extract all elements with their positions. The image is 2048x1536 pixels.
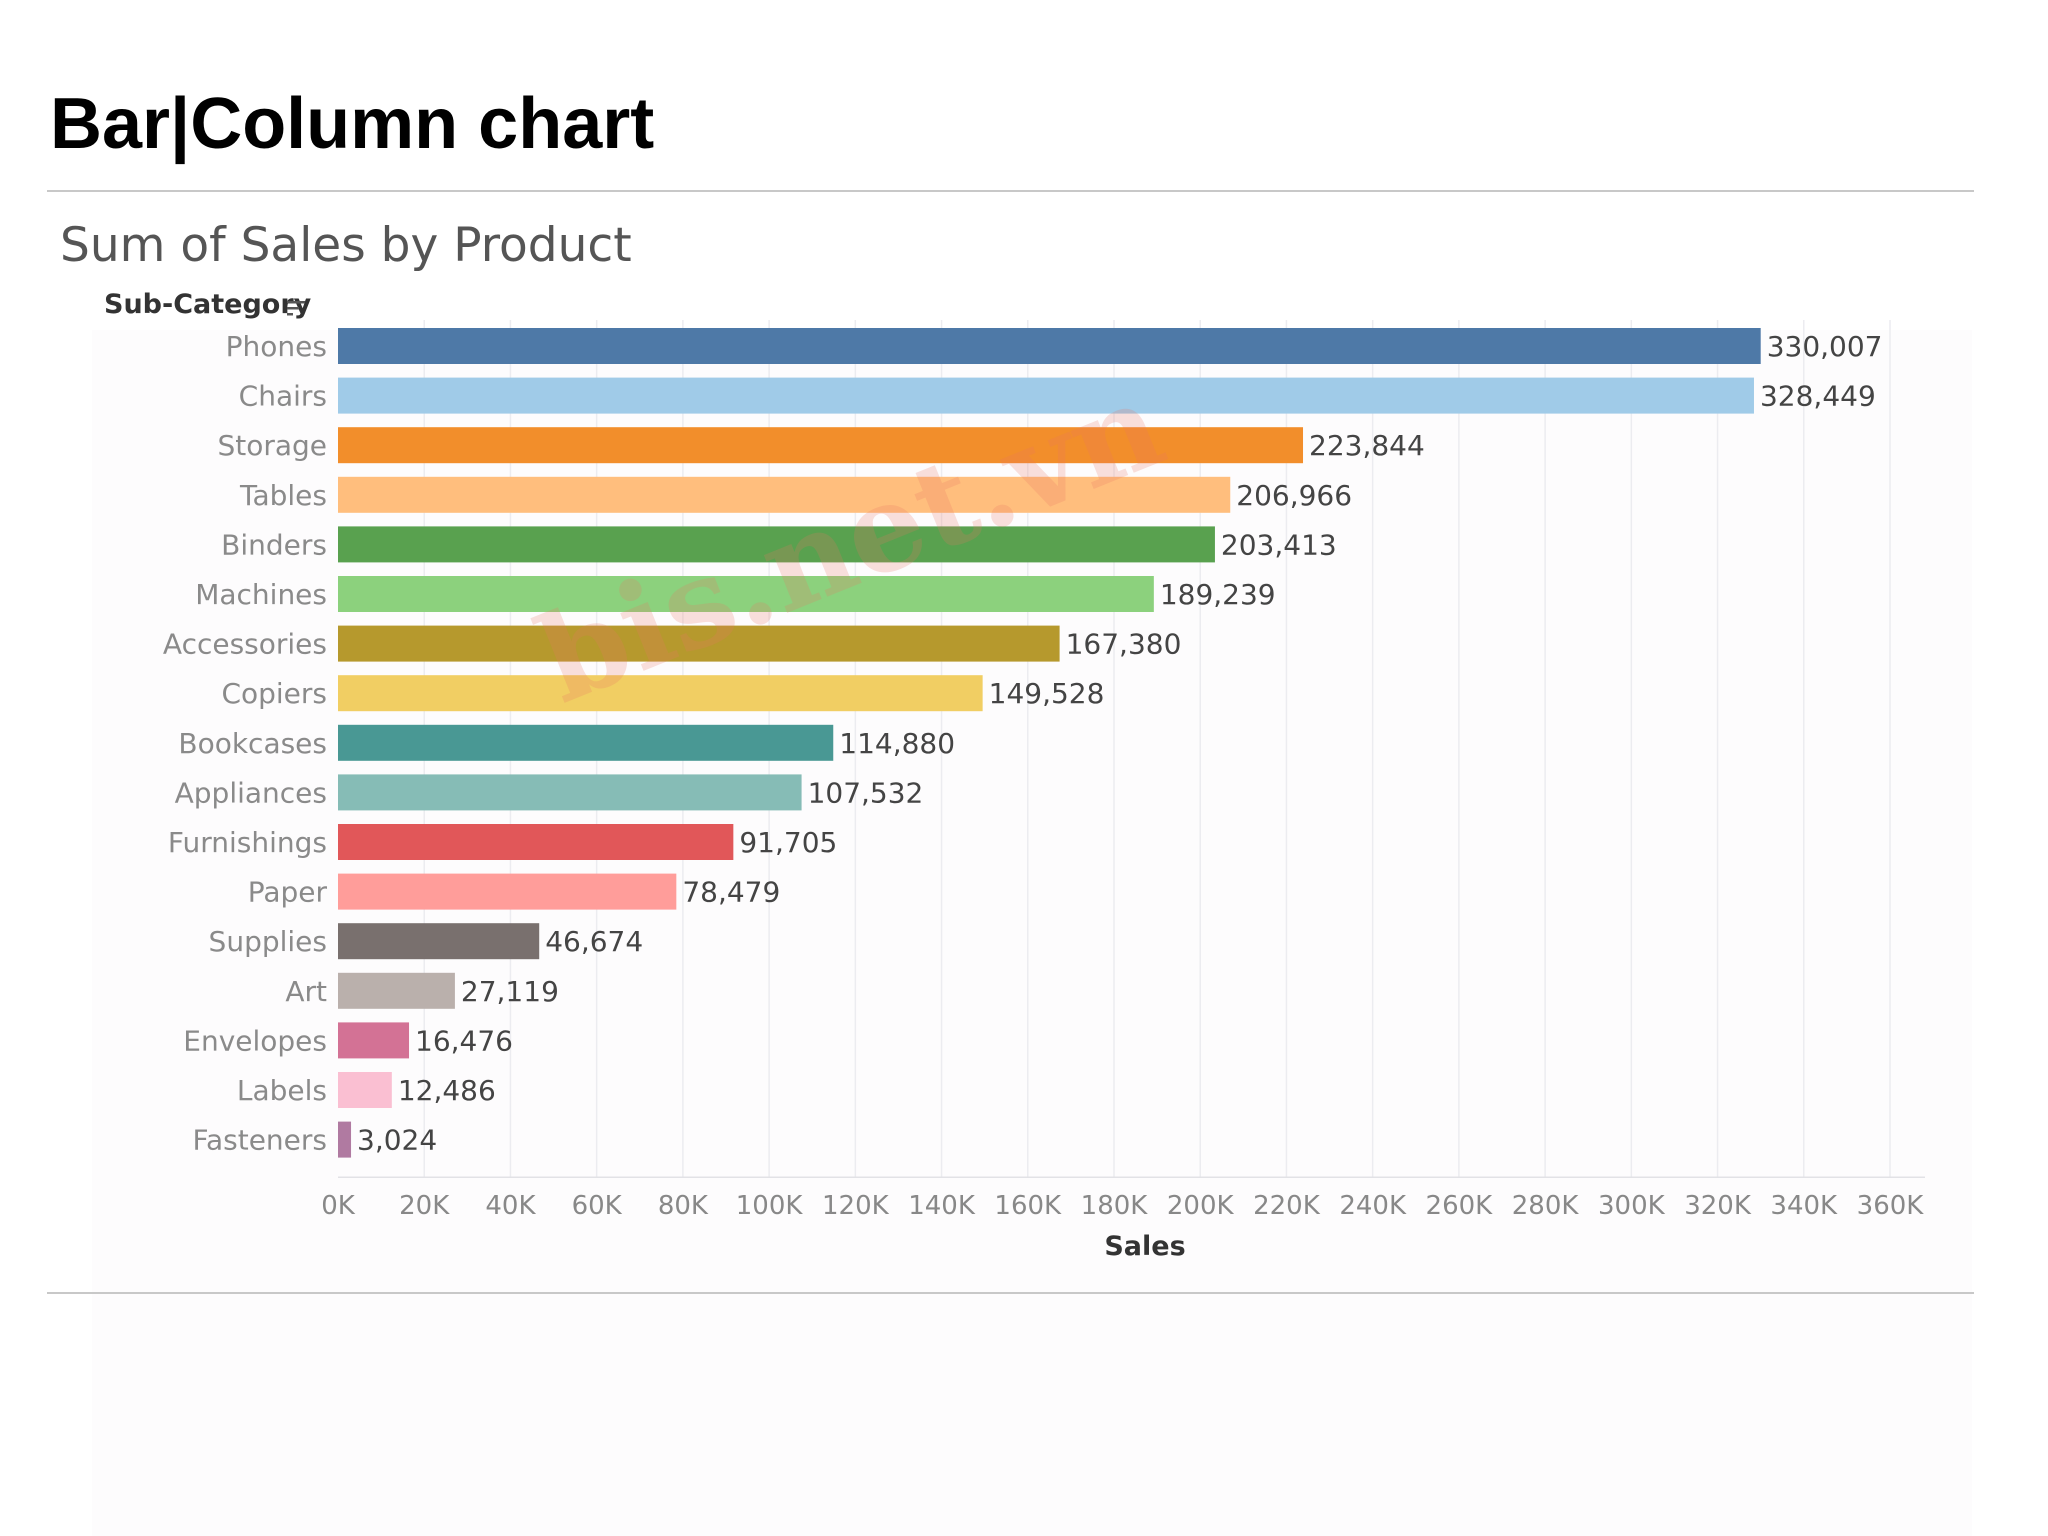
value-label: 167,380: [1066, 628, 1182, 661]
bar-envelopes[interactable]: [338, 1022, 410, 1059]
category-label: Furnishings: [168, 826, 327, 859]
x-tick-label: 180K: [1081, 1191, 1149, 1221]
bars: [338, 328, 1761, 1158]
x-tick-label: 340K: [1770, 1191, 1838, 1221]
slide-title: Bar|Column chart: [50, 84, 655, 164]
x-tick-label: 120K: [822, 1191, 890, 1221]
category-label: Bookcases: [178, 727, 327, 760]
bar-chairs[interactable]: [338, 377, 1754, 414]
category-labels: Phones Chairs Storage Tables Binders Machines…: [163, 330, 328, 1157]
category-label: Art: [285, 975, 327, 1008]
bar-machines[interactable]: [338, 576, 1154, 612]
bar-copiers[interactable]: [338, 675, 983, 712]
x-tick-label: 40K: [485, 1191, 536, 1221]
category-label: Copiers: [221, 677, 327, 710]
value-label: 27,119: [461, 975, 559, 1008]
x-tick-label: 140K: [908, 1191, 976, 1221]
x-tick-label: 320K: [1684, 1191, 1752, 1221]
bar-fasteners[interactable]: [338, 1121, 352, 1158]
value-label: 91,705: [739, 826, 837, 859]
category-label: Labels: [237, 1074, 327, 1107]
x-tick-label: 220K: [1253, 1191, 1321, 1221]
category-label: Storage: [217, 429, 327, 462]
category-label: Binders: [221, 528, 327, 561]
category-label: Envelopes: [183, 1024, 327, 1057]
value-label: 78,479: [682, 876, 780, 909]
category-label: Accessories: [163, 628, 327, 661]
value-label: 149,528: [989, 677, 1105, 710]
x-tick-label: 280K: [1512, 1191, 1580, 1221]
top-divider: [47, 190, 1974, 192]
bar-furnishings[interactable]: [338, 824, 734, 860]
category-label: Phones: [226, 330, 327, 363]
bar-appliances[interactable]: [338, 774, 802, 811]
value-label: 328,449: [1760, 380, 1876, 413]
bar-paper[interactable]: [338, 873, 677, 910]
value-label: 107,532: [808, 776, 924, 809]
x-tick-label: 300K: [1598, 1191, 1666, 1221]
x-tick-label: 20K: [399, 1191, 450, 1221]
bottom-divider: [47, 1292, 1974, 1294]
value-label: 206,966: [1236, 479, 1352, 512]
sub-category-header[interactable]: Sub-Category: [104, 289, 312, 320]
x-tick-label: 60K: [572, 1191, 623, 1221]
value-label: 114,880: [839, 727, 955, 760]
value-label: 3,024: [357, 1124, 437, 1157]
x-tick-label: 360K: [1857, 1191, 1925, 1221]
x-tick-label: 100K: [736, 1191, 804, 1221]
value-label: 12,486: [398, 1074, 496, 1107]
bar-tables[interactable]: [338, 476, 1231, 513]
x-tick-label: 240K: [1339, 1191, 1407, 1221]
value-label: 330,007: [1767, 330, 1883, 363]
value-label: 46,674: [545, 925, 643, 958]
bar-labels[interactable]: [338, 1072, 392, 1108]
x-tick-label: 80K: [658, 1191, 709, 1221]
x-tick-label: 0K: [321, 1191, 356, 1221]
category-label: Tables: [239, 479, 327, 512]
x-tick-label: 200K: [1167, 1191, 1235, 1221]
category-label: Supplies: [209, 925, 327, 958]
bar-supplies[interactable]: [338, 923, 540, 960]
value-label: 189,239: [1160, 578, 1276, 611]
value-label: 223,844: [1309, 429, 1425, 462]
bar-binders[interactable]: [338, 526, 1215, 563]
bar-storage[interactable]: [338, 427, 1304, 464]
value-label: 203,413: [1221, 528, 1337, 561]
value-label: 16,476: [415, 1024, 513, 1057]
category-label: Fasteners: [192, 1124, 327, 1157]
bar-accessories[interactable]: [338, 625, 1060, 662]
x-axis-title: Sales: [1104, 1231, 1185, 1262]
bar-phones[interactable]: [338, 328, 1761, 364]
bar-bookcases[interactable]: [338, 724, 834, 761]
category-label: Appliances: [175, 776, 327, 809]
bar-art[interactable]: [338, 972, 455, 1009]
chart-title: Sum of Sales by Product: [60, 218, 632, 273]
bar-chart: Phones Chairs Storage Tables Binders Machines…: [163, 320, 1925, 1262]
x-tick-label: 260K: [1426, 1191, 1494, 1221]
category-label: Paper: [248, 876, 328, 909]
x-axis-ticks: 0K 20K 40K 60K 80K 100K 120K 140K 160K 180K 200K 22…: [321, 1191, 1924, 1221]
category-label: Chairs: [239, 380, 327, 413]
category-label: Machines: [195, 578, 327, 611]
value-labels: 330,007 328,449 223,844 206,966 203,413 189,2…: [357, 330, 1882, 1157]
x-tick-label: 160K: [994, 1191, 1062, 1221]
sort-descending-icon[interactable]: [285, 298, 307, 318]
